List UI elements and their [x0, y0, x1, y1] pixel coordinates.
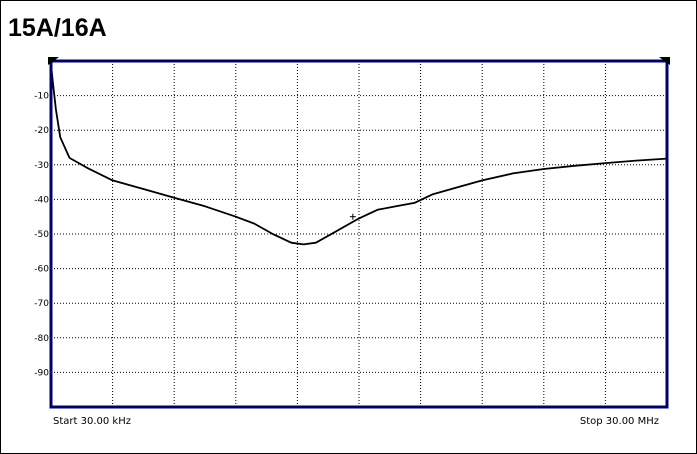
y-tick-label: -70: [34, 299, 49, 309]
y-tick-label: -60: [34, 265, 49, 275]
y-tick-labels: -10 -20 -30 -40 -50 -60 -70 -80 -90: [34, 92, 49, 379]
trace-marker: [349, 213, 356, 220]
x-start-label: Start 30.00 kHz: [53, 416, 131, 427]
y-tick-label: -20: [34, 126, 49, 136]
y-tick-label: -30: [34, 161, 49, 171]
y-tick-label: -10: [34, 92, 49, 102]
marker-layer: [349, 213, 356, 220]
grid: [51, 61, 667, 407]
y-tick-label: -50: [34, 230, 49, 240]
chart-title: 15A/16A: [8, 14, 107, 42]
trace-line: [50, 64, 668, 246]
y-tick-label: -80: [34, 334, 49, 344]
reference-marker-left: [48, 57, 59, 65]
plot-border: [49, 59, 669, 409]
y-tick-label: -90: [34, 368, 49, 378]
reference-marker-right: [659, 57, 670, 65]
x-stop-label: Stop 30.00 MHz: [580, 416, 659, 427]
trace-layer: [50, 64, 668, 246]
y-tick-label: -40: [34, 195, 49, 205]
